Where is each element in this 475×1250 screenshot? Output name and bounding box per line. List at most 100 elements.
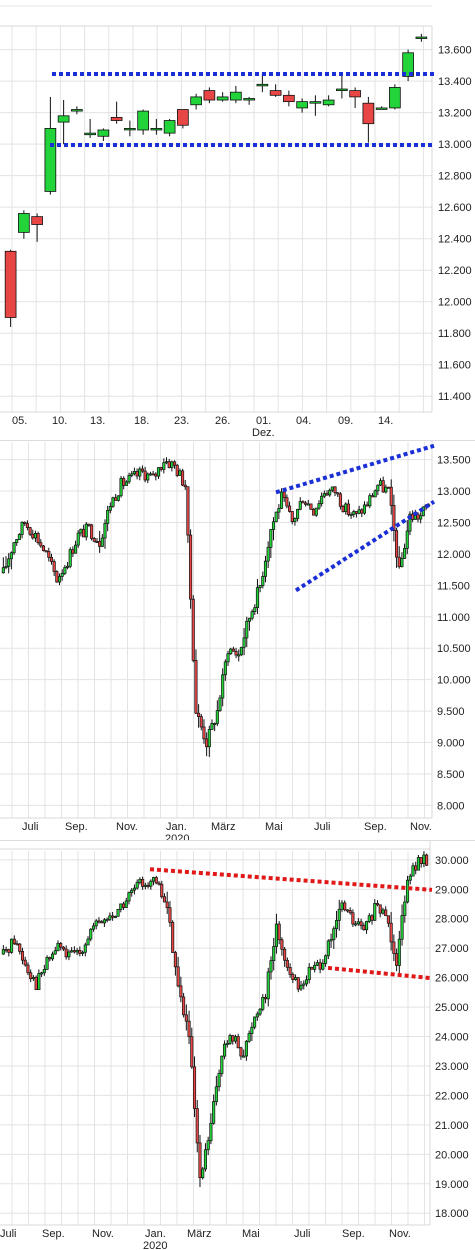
candle-body xyxy=(78,950,82,954)
candle-body xyxy=(183,484,187,488)
candle-body xyxy=(375,903,380,906)
candle-body xyxy=(296,508,300,519)
candle-body xyxy=(255,1013,259,1018)
candle-body xyxy=(89,928,93,940)
candle-body xyxy=(362,102,375,125)
candle-body xyxy=(195,1108,199,1144)
candle-body xyxy=(266,971,270,1000)
candle-body xyxy=(40,972,44,975)
x-tick-label: Sep. xyxy=(65,821,88,833)
candle-body xyxy=(94,920,98,927)
candle-body xyxy=(97,920,101,923)
candle-body xyxy=(212,1101,216,1124)
candle-body xyxy=(414,865,418,871)
candle-body xyxy=(175,464,179,476)
candle-body xyxy=(84,523,88,538)
y-tick-label: 13.400 xyxy=(438,76,472,88)
candle-body xyxy=(113,916,117,918)
x-tick-label: Nov. xyxy=(116,821,138,833)
candle-body xyxy=(106,509,110,524)
candle-body xyxy=(269,90,282,96)
candle-body xyxy=(333,486,337,494)
y-tick-label: 8.000 xyxy=(437,800,465,812)
trendline xyxy=(294,500,436,593)
candle-body xyxy=(26,964,30,974)
x-tick-label: Sep. xyxy=(364,821,387,833)
candle-body xyxy=(213,723,217,725)
candle-body xyxy=(318,962,322,970)
candle-body xyxy=(114,497,118,501)
y-tick-label: 12.400 xyxy=(438,234,472,246)
candle-body xyxy=(242,637,246,648)
candle-body xyxy=(33,532,37,539)
candle-body xyxy=(419,515,423,520)
candle-body xyxy=(189,534,193,600)
candle-body xyxy=(151,473,155,476)
candle-body xyxy=(357,509,361,514)
candle-body xyxy=(82,528,86,538)
chart-panel-3: 18.000 19.000 20.000 21.000 22.000 23.000 24.0… xyxy=(0,841,475,1250)
candle-body xyxy=(192,1066,197,1109)
candle-body xyxy=(95,541,99,544)
candle-body xyxy=(187,1020,191,1037)
candle-body xyxy=(150,128,163,131)
candle-body xyxy=(72,950,76,953)
candle-body xyxy=(310,966,314,970)
x-tick-label: Nov. xyxy=(410,821,432,833)
y-tick-label: 8.500 xyxy=(437,769,465,781)
candle-body xyxy=(285,497,289,507)
candle-body xyxy=(122,478,126,486)
x-tick-label: 04. xyxy=(296,415,311,427)
candle-body xyxy=(81,951,85,954)
y-tick-label: 9.000 xyxy=(437,738,465,750)
candle-body xyxy=(18,943,22,952)
candle-body xyxy=(216,96,229,101)
candle-body xyxy=(288,505,292,512)
x-tick-label: 05. xyxy=(12,415,27,427)
y-tick-label: 10.000 xyxy=(437,675,471,687)
candle-body xyxy=(1,949,5,955)
candle-body xyxy=(324,955,328,964)
candle-body xyxy=(247,617,251,622)
candle-body xyxy=(263,996,268,1000)
candle-body xyxy=(17,534,21,540)
candle-body xyxy=(56,943,60,952)
candle-body xyxy=(130,473,134,476)
candle-body xyxy=(205,738,209,748)
candle-body xyxy=(42,968,46,974)
candle-body xyxy=(315,962,319,966)
candle-body xyxy=(7,558,11,567)
candle-body xyxy=(146,473,150,481)
y-tick-label: 12.200 xyxy=(438,265,472,277)
candle-body xyxy=(242,1055,246,1058)
candle-body xyxy=(202,726,206,740)
candle-body xyxy=(425,854,429,866)
candle-body xyxy=(184,1014,188,1022)
candle-body xyxy=(299,984,303,990)
candle-body xyxy=(74,544,78,554)
candle-body xyxy=(392,505,396,531)
candle-body xyxy=(405,530,409,549)
candle-body xyxy=(141,878,145,887)
x-tick-label: Mai xyxy=(265,821,283,833)
candle-body xyxy=(332,928,336,940)
candle-body xyxy=(217,1073,221,1088)
candle-body xyxy=(378,480,383,486)
candle-body xyxy=(182,996,186,1016)
panel-divider xyxy=(0,440,475,441)
candle-body xyxy=(203,1149,207,1170)
candle-body xyxy=(373,490,377,498)
candle-body xyxy=(20,521,24,535)
candle-body xyxy=(408,875,412,881)
candle-body xyxy=(67,951,71,958)
candle-body xyxy=(12,938,16,945)
candle-body xyxy=(370,495,375,498)
candle-body xyxy=(301,501,305,504)
candle-body xyxy=(71,109,83,112)
candle-body xyxy=(345,909,349,912)
candle-body xyxy=(18,213,30,233)
candle-body xyxy=(132,887,136,891)
candle-body xyxy=(92,538,96,542)
candle-body xyxy=(165,901,169,909)
candle-body xyxy=(231,648,235,652)
